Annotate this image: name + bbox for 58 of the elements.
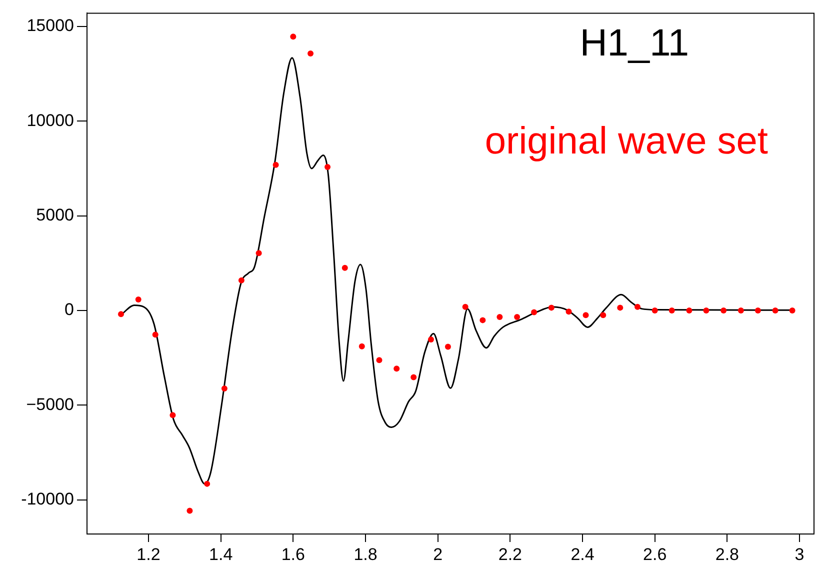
point <box>170 412 176 418</box>
point <box>221 386 228 392</box>
point <box>652 308 658 314</box>
point <box>548 304 554 311</box>
point <box>135 296 142 303</box>
x-tick-label: 2.4 <box>570 544 594 564</box>
y-tick-label: −5000 <box>26 394 74 414</box>
point <box>358 343 365 350</box>
point <box>634 304 640 310</box>
point <box>394 366 400 372</box>
y-tick-label: 5000 <box>36 206 74 225</box>
point <box>600 312 606 318</box>
point <box>376 357 382 364</box>
point <box>410 374 417 380</box>
x-tick-label: 2.8 <box>715 544 740 564</box>
point <box>324 164 331 170</box>
x-tick-label: 1.6 <box>281 544 305 564</box>
y-tick-label: 0 <box>64 300 74 320</box>
x-tick-label: 2 <box>433 544 443 564</box>
chart-title: H1_11 <box>580 22 690 65</box>
point <box>531 309 538 316</box>
point <box>272 162 279 168</box>
point <box>342 264 348 271</box>
point <box>462 304 468 310</box>
point <box>686 308 692 314</box>
point <box>238 277 244 284</box>
point <box>480 317 486 324</box>
point <box>204 480 210 487</box>
point <box>444 344 451 350</box>
y-tick-label: 10000 <box>26 110 74 130</box>
point <box>514 314 520 320</box>
annotation: original wave set <box>484 120 768 163</box>
point <box>290 34 296 40</box>
x-tick-label: 1.2 <box>136 544 160 564</box>
point <box>720 308 727 314</box>
point <box>772 308 778 314</box>
point <box>582 312 589 318</box>
x-tick-label: 2.6 <box>643 544 667 564</box>
y-tick-label: -10000 <box>21 490 74 509</box>
point <box>668 308 675 314</box>
x-tick-label: 1.8 <box>354 544 378 564</box>
x-tick-label: 3 <box>794 544 804 564</box>
point <box>496 314 503 320</box>
point <box>428 336 434 343</box>
point <box>789 308 796 314</box>
point <box>308 50 314 57</box>
point <box>186 508 193 514</box>
point <box>566 308 572 315</box>
point <box>118 311 124 318</box>
point <box>754 308 761 314</box>
point <box>617 304 624 311</box>
y-tick-label: 15000 <box>26 16 74 36</box>
x-tick-label: 1.4 <box>209 544 233 564</box>
point <box>152 332 158 338</box>
point <box>703 308 710 314</box>
x-tick-label: 2.2 <box>498 544 522 564</box>
point <box>256 250 262 256</box>
point <box>738 308 744 314</box>
